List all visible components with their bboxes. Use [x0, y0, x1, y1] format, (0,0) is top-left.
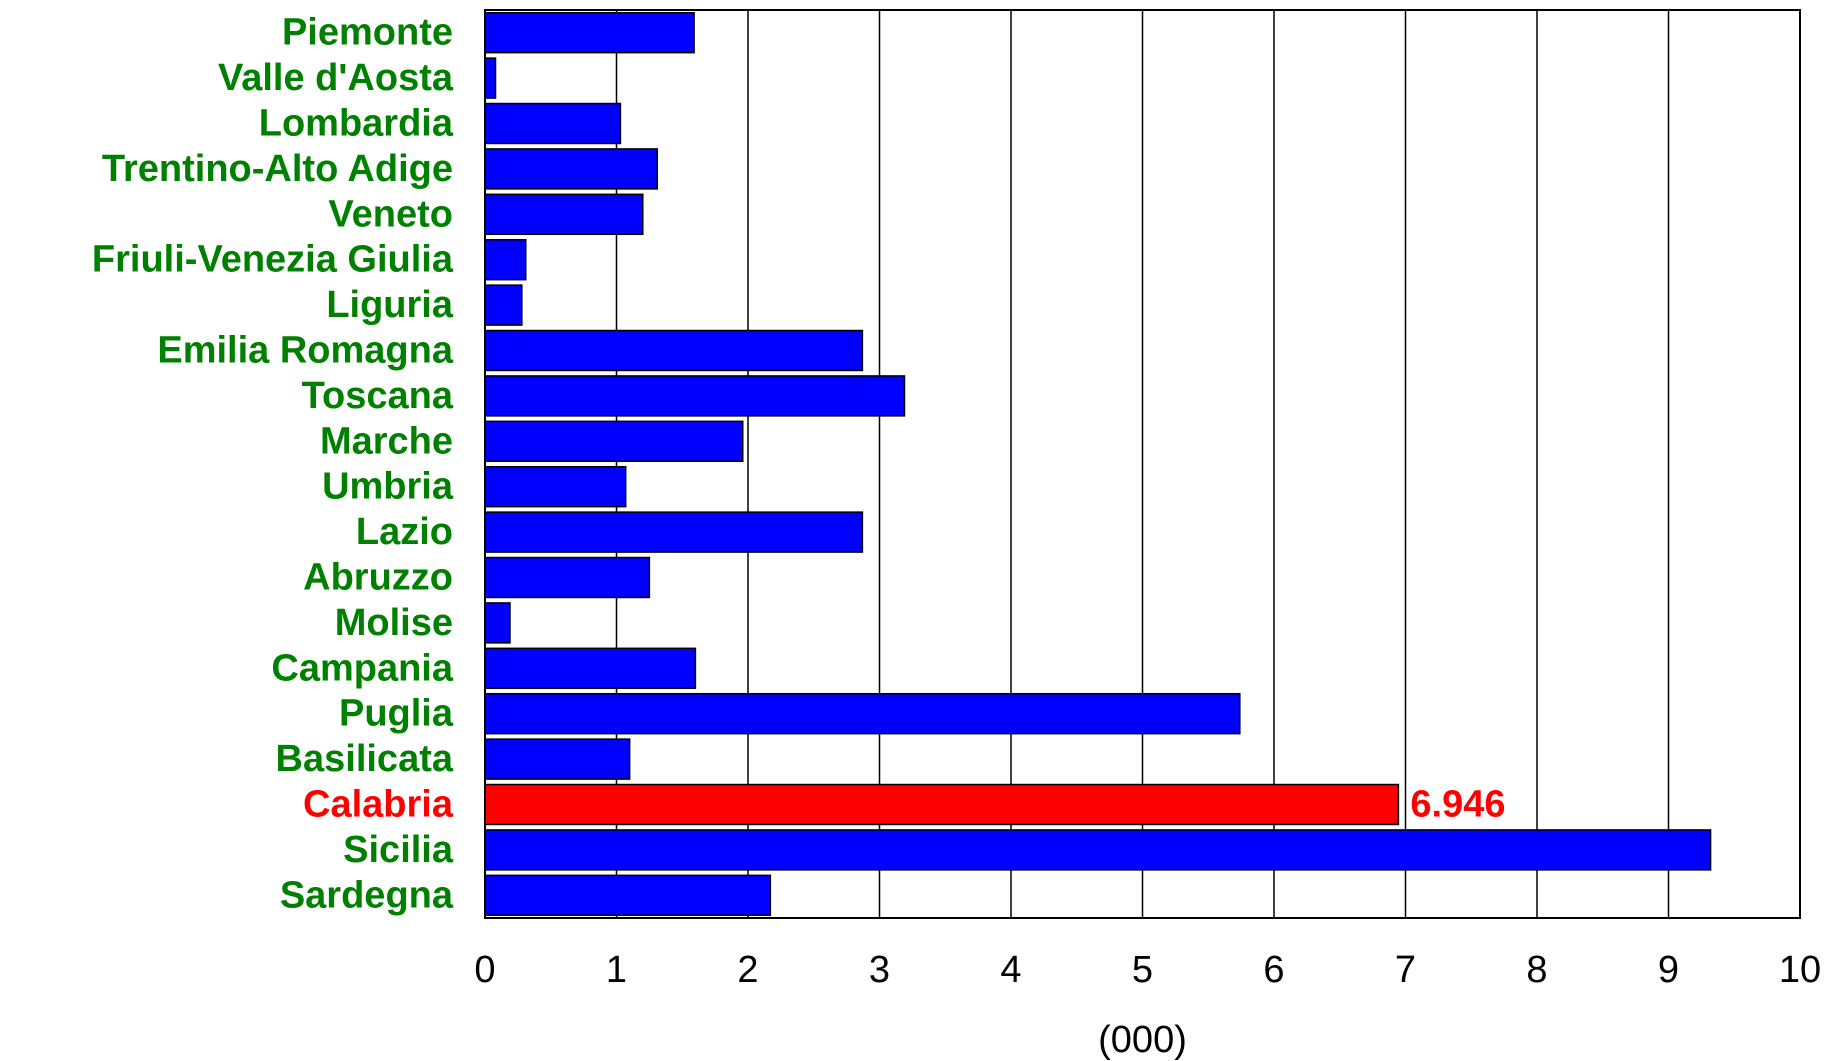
- category-label: Lombardia: [259, 103, 454, 145]
- category-label: Emilia Romagna: [157, 330, 453, 372]
- bar-valle-d-aosta: [484, 57, 497, 99]
- bar-liguria: [484, 284, 523, 326]
- category-label: Lazio: [356, 511, 453, 553]
- bar-basilicata: [484, 738, 631, 780]
- bar-lombardia: [484, 102, 622, 145]
- category-label: Friuli-Venezia Giulia: [92, 239, 454, 281]
- bar-campania: [484, 647, 697, 690]
- category-label: Sardegna: [280, 874, 454, 916]
- x-tick-label: 9: [1658, 949, 1679, 991]
- category-label: Veneto: [328, 193, 453, 235]
- bars: [484, 11, 1712, 917]
- category-label: Piemonte: [282, 12, 453, 54]
- x-tick-label: 0: [474, 949, 495, 991]
- category-label: Calabria: [303, 784, 454, 826]
- plot-frame: [484, 9, 1801, 919]
- category-label: Valle d'Aosta: [218, 57, 454, 99]
- x-tick-label: 8: [1526, 949, 1547, 991]
- bar-friuli-venezia-giulia: [484, 238, 527, 281]
- x-tick-label: 10: [1779, 949, 1821, 991]
- x-tick-label: 5: [1132, 949, 1153, 991]
- bar-sicilia: [484, 829, 1712, 871]
- bar-molise: [484, 602, 511, 644]
- category-label: Trentino-Alto Adige: [102, 148, 453, 190]
- x-tick-label: 1: [606, 949, 627, 991]
- bar-trentino-alto-adige: [484, 148, 659, 190]
- bar-calabria: [484, 783, 1400, 826]
- category-label: Umbria: [322, 466, 454, 508]
- category-label: Toscana: [302, 375, 454, 417]
- bar-sardegna: [484, 874, 772, 917]
- bar-puglia: [484, 692, 1241, 735]
- category-label: Marche: [320, 420, 453, 462]
- category-label: Abruzzo: [303, 557, 453, 599]
- x-tick-labels: 0 1 2 3 4 5 6 7 8 9 10: [474, 949, 1821, 991]
- bar-lazio: [484, 511, 864, 553]
- category-label: Puglia: [339, 693, 454, 735]
- category-label: Campania: [271, 647, 453, 689]
- category-label: Sicilia: [343, 829, 454, 871]
- bar-umbria: [484, 465, 627, 508]
- gridlines: [615, 10, 1670, 918]
- bar-toscana: [484, 375, 906, 417]
- category-label: Basilicata: [276, 738, 454, 780]
- x-tick-label: 7: [1395, 949, 1416, 991]
- bar-abruzzo: [484, 556, 651, 599]
- category-label: Molise: [335, 602, 453, 644]
- bar-emilia-romagna: [484, 329, 864, 372]
- x-tick-label: 3: [869, 949, 890, 991]
- x-tick-label: 2: [737, 949, 758, 991]
- calabria-value-label: 6.946: [1410, 784, 1505, 826]
- bar-veneto: [484, 193, 644, 236]
- bar-marche: [484, 420, 744, 463]
- bar-piemonte: [484, 11, 695, 54]
- x-tick-label: 4: [1000, 949, 1021, 991]
- category-label: Liguria: [326, 284, 454, 326]
- x-axis-title: (000): [1098, 1019, 1187, 1061]
- x-tick-label: 6: [1263, 949, 1284, 991]
